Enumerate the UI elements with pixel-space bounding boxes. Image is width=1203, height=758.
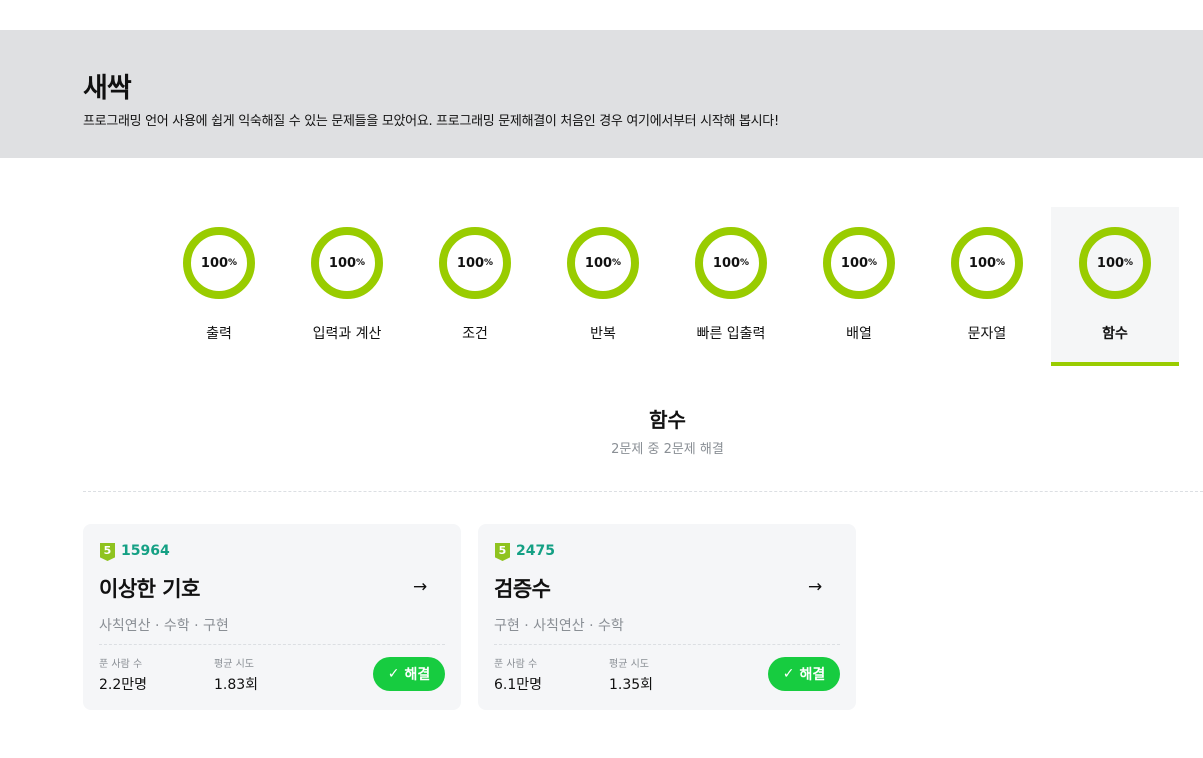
problem-title[interactable]: 검증수 (494, 577, 551, 601)
solvers-label: 푼 사람 수 (494, 659, 538, 670)
progress-unit: % (996, 258, 1006, 268)
progress-unit: % (484, 258, 494, 268)
progress-value: 100 (200, 255, 229, 271)
problem-id: 15964 (121, 543, 170, 559)
tab-2[interactable]: 100% 조건 (411, 207, 539, 366)
progress-value: 100 (1096, 255, 1125, 271)
progress-unit: % (868, 258, 878, 268)
progress-ring: 100% (823, 227, 895, 299)
divider (83, 491, 1203, 492)
tab-label: 빠른 입출력 (696, 326, 766, 342)
problem-id: 2475 (516, 543, 555, 559)
problem-card[interactable]: 5 2475 검증수 → 구현 · 사칙연산 · 수학 푼 사람 수 6.1만명… (478, 524, 856, 710)
problem-tags: 사칙연산 · 수학 · 구현 (99, 618, 229, 634)
card-divider (494, 644, 840, 645)
category-tabs: 100% 출력 100% 입력과 계산 100% 조건 100% 반복 100%… (155, 207, 1179, 366)
attempts-label: 평균 시도 (214, 659, 254, 670)
level-badge-icon: 5 (100, 543, 115, 561)
tab-label: 반복 (590, 326, 616, 342)
tab-label: 출력 (206, 326, 232, 342)
page-title: 새싹 (83, 73, 132, 104)
progress-value: 100 (712, 255, 741, 271)
progress-ring: 100% (695, 227, 767, 299)
progress-value: 100 (840, 255, 869, 271)
page-description: 프로그래밍 언어 사용에 쉽게 익숙해질 수 있는 문제들을 모았어요. 프로그… (83, 114, 779, 129)
section-title: 함수 (649, 408, 686, 432)
arrow-right-icon[interactable]: → (808, 577, 823, 597)
tab-label: 함수 (1102, 326, 1128, 342)
level-badge-icon: 5 (495, 543, 510, 561)
progress-ring: 100% (1079, 227, 1151, 299)
check-icon: ✓ (387, 666, 400, 682)
progress-ring: 100% (951, 227, 1023, 299)
attempts-value: 1.35회 (609, 677, 654, 693)
tab-7[interactable]: 100% 함수 (1051, 207, 1179, 366)
progress-unit: % (1124, 258, 1134, 268)
progress-unit: % (612, 258, 622, 268)
tab-1[interactable]: 100% 입력과 계산 (283, 207, 411, 366)
problem-card[interactable]: 5 15964 이상한 기호 → 사칙연산 · 수학 · 구현 푼 사람 수 2… (83, 524, 461, 710)
header-banner: 새싹 프로그래밍 언어 사용에 쉽게 익숙해질 수 있는 문제들을 모았어요. … (0, 30, 1203, 158)
progress-value: 100 (328, 255, 357, 271)
solvers-value: 2.2만명 (99, 677, 148, 693)
progress-value: 100 (968, 255, 997, 271)
progress-unit: % (740, 258, 750, 268)
tab-4[interactable]: 100% 빠른 입출력 (667, 207, 795, 366)
tab-0[interactable]: 100% 출력 (155, 207, 283, 366)
card-divider (99, 644, 445, 645)
progress-unit: % (228, 258, 238, 268)
progress-ring: 100% (567, 227, 639, 299)
solvers-label: 푼 사람 수 (99, 659, 143, 670)
section-subtitle: 2문제 중 2문제 해결 (611, 442, 724, 457)
problem-tags: 구현 · 사칙연산 · 수학 (494, 618, 624, 634)
status-label: 해결 (799, 667, 826, 683)
solved-badge: ✓ 해결 (768, 657, 840, 691)
progress-value: 100 (584, 255, 613, 271)
solved-badge: ✓ 해결 (373, 657, 445, 691)
arrow-right-icon[interactable]: → (413, 577, 428, 597)
progress-ring: 100% (311, 227, 383, 299)
check-icon: ✓ (782, 666, 795, 682)
tab-label: 문자열 (967, 326, 1007, 342)
attempts-label: 평균 시도 (609, 659, 649, 670)
tab-label: 조건 (462, 326, 488, 342)
solvers-value: 6.1만명 (494, 677, 543, 693)
attempts-value: 1.83회 (214, 677, 259, 693)
progress-value: 100 (456, 255, 485, 271)
problem-title[interactable]: 이상한 기호 (99, 577, 200, 601)
tab-3[interactable]: 100% 반복 (539, 207, 667, 366)
tab-label: 배열 (846, 326, 872, 342)
progress-unit: % (356, 258, 366, 268)
progress-ring: 100% (439, 227, 511, 299)
tab-6[interactable]: 100% 문자열 (923, 207, 1051, 366)
tab-label: 입력과 계산 (312, 326, 382, 342)
tab-5[interactable]: 100% 배열 (795, 207, 923, 366)
status-label: 해결 (404, 667, 431, 683)
progress-ring: 100% (183, 227, 255, 299)
